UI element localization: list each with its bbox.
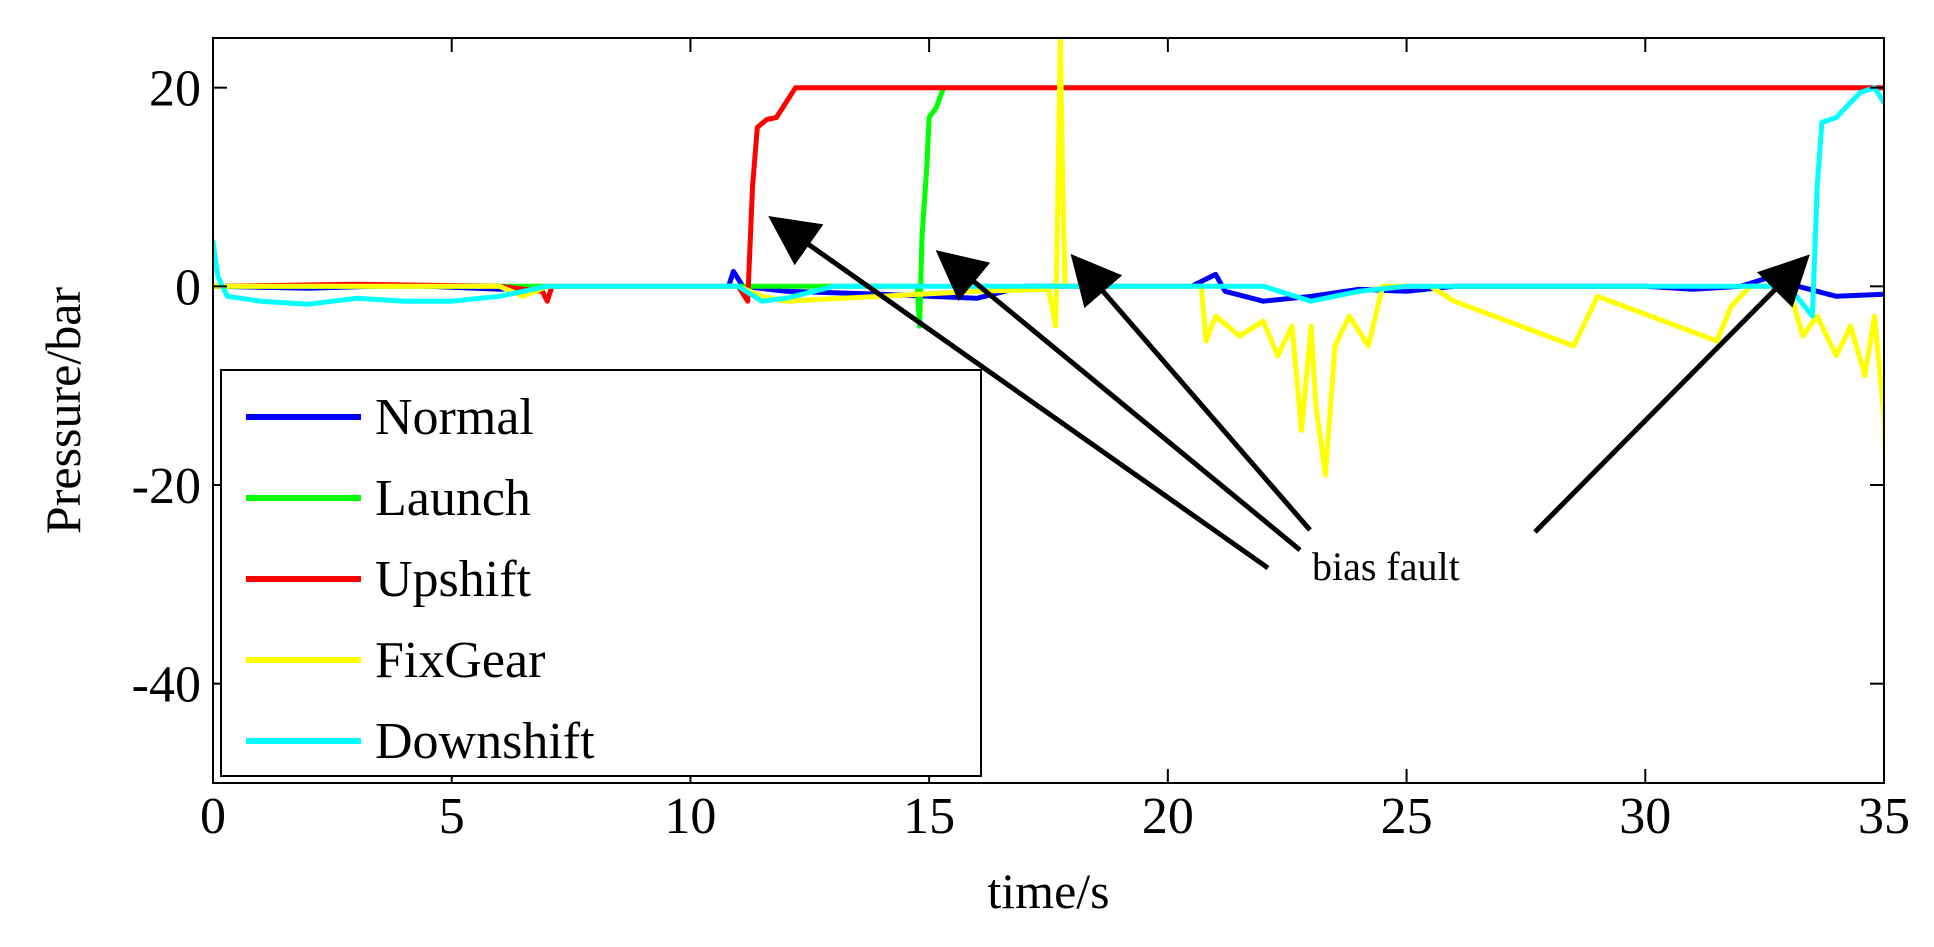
x-axis-label: time/s bbox=[987, 863, 1109, 919]
y-tick-label: -20 bbox=[132, 458, 201, 515]
legend-label-downshift: Downshift bbox=[375, 713, 595, 770]
legend-label-normal: Normal bbox=[375, 389, 534, 446]
legend: Normal Launch Upshift FixGear Downshift bbox=[220, 369, 982, 777]
legend-label-upshift: Upshift bbox=[375, 551, 532, 608]
x-tick-label: 15 bbox=[903, 788, 955, 845]
series-line-fixgear bbox=[213, 38, 1884, 492]
y-tick-label: 0 bbox=[175, 259, 201, 316]
annotation-arrow bbox=[1070, 253, 1312, 532]
y-tick-label: -40 bbox=[132, 657, 201, 714]
series-line-downshift bbox=[213, 85, 1884, 319]
axes-frame bbox=[212, 37, 1885, 784]
annotation-arrow bbox=[1533, 254, 1810, 534]
x-tick-label: 30 bbox=[1619, 788, 1671, 845]
legend-box bbox=[220, 369, 982, 777]
annotation-arrow bbox=[768, 216, 1270, 571]
x-tick-label: 5 bbox=[439, 788, 465, 845]
x-tick-label: 10 bbox=[664, 788, 716, 845]
axes: 0 5 10 15 20 25 30 35 -40 -20 0 20 bbox=[132, 37, 1910, 845]
x-tick-label: 35 bbox=[1858, 788, 1910, 845]
x-tick-label: 0 bbox=[200, 788, 226, 845]
annotations: bias fault bbox=[768, 216, 1810, 589]
legend-label-launch: Launch bbox=[375, 470, 531, 527]
x-tick-label: 25 bbox=[1381, 788, 1433, 845]
x-tick-label: 20 bbox=[1142, 788, 1194, 845]
annotation-text: bias fault bbox=[1312, 544, 1460, 589]
legend-label-fixgear: FixGear bbox=[375, 632, 545, 689]
series-line-upshift bbox=[213, 85, 1884, 304]
y-axis-label: Pressure/bar bbox=[35, 287, 91, 534]
y-tick-label: 20 bbox=[149, 61, 201, 118]
plot-area bbox=[213, 38, 1884, 492]
annotation-arrow bbox=[935, 250, 1302, 552]
